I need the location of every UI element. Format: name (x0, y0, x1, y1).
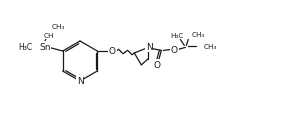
Text: CH: CH (44, 33, 54, 39)
Text: O: O (109, 47, 116, 56)
Text: Sn: Sn (39, 42, 51, 51)
Text: O: O (171, 45, 178, 54)
Text: O: O (154, 60, 161, 69)
Text: N: N (146, 43, 153, 51)
Text: CH₃: CH₃ (191, 32, 205, 38)
Text: H₃C: H₃C (19, 42, 33, 51)
Text: CH₃: CH₃ (52, 24, 65, 30)
Text: H₃C: H₃C (171, 33, 184, 39)
Text: N: N (77, 77, 84, 86)
Text: CH₃: CH₃ (203, 44, 217, 50)
